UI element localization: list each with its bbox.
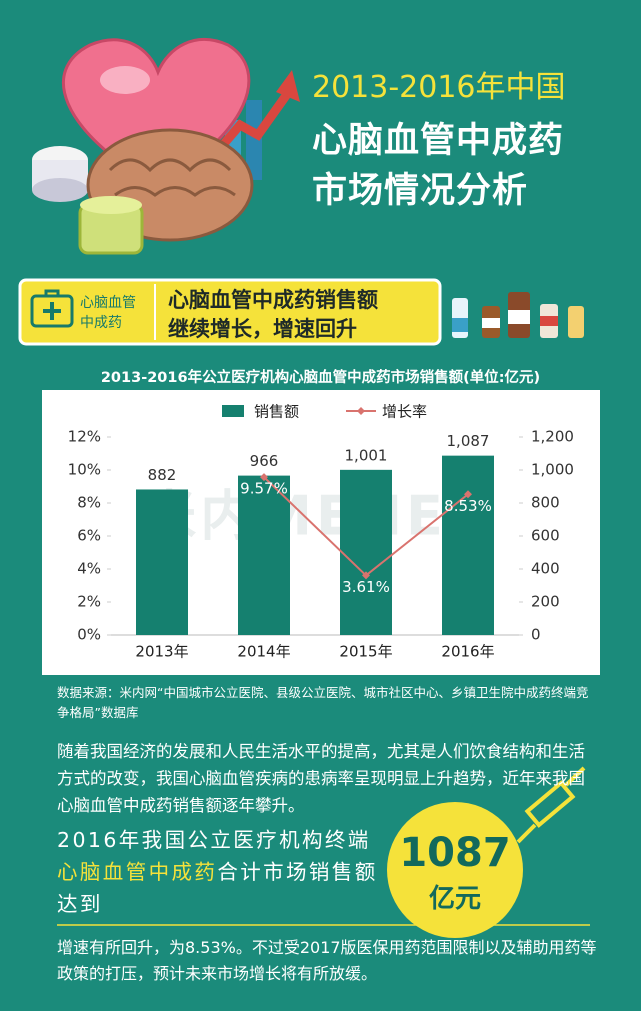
highlight-text: 合计市场销售额达到 <box>57 860 378 916</box>
bar-value-label: 1,087 <box>447 432 490 450</box>
syringe-icon <box>516 766 586 844</box>
chart-title: 2013-2016年公立医疗机构心脑血管中成药市场销售额(单位:亿元) <box>100 370 541 386</box>
bar <box>340 469 392 635</box>
bar <box>442 455 494 635</box>
source-note: 数据来源：米内网“中国城市公立医院、县级公立医院、城市社区中心、乡镇卫生院中成药… <box>57 685 589 720</box>
line-marker <box>362 571 370 580</box>
chart: 米内MENET 0% 2% 4% 6% 8% 10% 12% 0 200 400 600 800 1,00… <box>68 403 574 661</box>
legend-swatch <box>222 405 244 417</box>
banner-headline: 心脑血管中成药销售额 <box>168 288 378 312</box>
watermark: 米内MENET <box>142 485 488 548</box>
x-tick-label: 2014年 <box>237 643 290 661</box>
y-tick-label: 0% <box>77 626 101 644</box>
y-tick-label: 4% <box>77 560 101 578</box>
y2-tick-label: 0 <box>531 626 541 644</box>
y-tick-label: 2% <box>77 593 101 611</box>
line-value-label: 9.57% <box>240 480 288 498</box>
bar <box>238 475 290 635</box>
y-tick-label: 6% <box>77 527 101 545</box>
line-marker <box>464 490 472 499</box>
y-tick-label: 10% <box>68 461 101 479</box>
legend-label: 增长率 <box>382 403 427 421</box>
highlight-emphasis: 心脑血管中成药 <box>57 860 218 884</box>
title-line: 心脑血管中成药 <box>312 121 565 161</box>
illustration <box>32 38 300 255</box>
x-tick-label: 2015年 <box>339 643 392 661</box>
bar-value-label: 882 <box>148 466 177 484</box>
banner-label: 中成药 <box>80 315 122 331</box>
figure-badge <box>387 802 523 938</box>
bottles <box>452 292 584 338</box>
y-tick-label: 8% <box>77 494 101 512</box>
legend-swatch <box>357 407 365 415</box>
bar-value-label: 1,001 <box>345 446 388 464</box>
x-tick-label: 2016年 <box>441 643 494 661</box>
highlight-text: 2016年我国公立医疗机构终端 <box>57 828 371 852</box>
line-value-label: 8.53% <box>444 497 492 515</box>
banner <box>18 278 442 346</box>
title-line: 2013-2016年中国 <box>312 70 566 105</box>
legend-label: 销售额 <box>254 403 299 421</box>
highlight: 2016年我国公立医疗机构终端心脑血管中成药合计市场销售额达到 <box>57 824 379 920</box>
line-marker <box>260 473 268 482</box>
bar-value-label: 966 <box>250 452 279 470</box>
line-value-label: 3.61% <box>342 578 390 596</box>
paragraph: 增速有所回升，为8.53%。不过受2017版医保用药范围限制以及辅助用药等政策的… <box>57 938 597 983</box>
figure-unit: 亿元 <box>428 884 481 914</box>
figure-value: 1087 <box>399 830 511 876</box>
banner-headline: 继续增长，增速回升 <box>168 317 357 341</box>
y2-tick-label: 800 <box>531 494 560 512</box>
y2-tick-label: 1,200 <box>531 428 574 446</box>
y2-tick-label: 1,000 <box>531 461 574 479</box>
y2-tick-label: 400 <box>531 560 560 578</box>
x-tick-label: 2013年 <box>135 643 188 661</box>
banner-label: 心脑血管 <box>80 295 136 311</box>
title-line: 市场情况分析 <box>312 171 529 211</box>
y2-tick-label: 200 <box>531 593 560 611</box>
paragraph: 随着我国经济的发展和人民生活水平的提高，尤其是人们饮食结构和生活方式的改变，我国… <box>57 742 585 815</box>
bar <box>136 489 188 635</box>
y-tick-label: 12% <box>68 428 101 446</box>
y2-tick-label: 600 <box>531 527 560 545</box>
